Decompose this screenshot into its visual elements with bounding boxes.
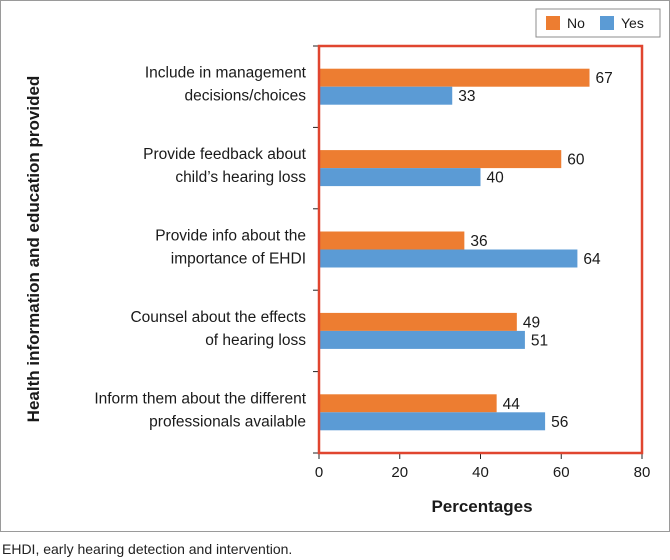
bar-yes-2	[319, 249, 578, 268]
category-label-line: child’s hearing loss	[175, 169, 306, 186]
bar-no-3	[319, 312, 517, 331]
category-label-line: professionals available	[149, 413, 306, 430]
legend: No Yes	[535, 8, 661, 38]
category-label-line: Counsel about the effects	[130, 309, 306, 326]
category-label-line: Provide info about the	[155, 228, 306, 245]
figure-caption: EHDI, early hearing detection and interv…	[2, 541, 293, 557]
legend-label-no: No	[567, 15, 585, 31]
y-axis-title: Health information and education provide…	[24, 76, 43, 423]
data-label-yes-4: 56	[551, 414, 568, 431]
category-label-4: Inform them about the different professio…	[94, 390, 306, 430]
data-label-yes-3: 51	[531, 332, 548, 349]
data-label-no-4: 44	[503, 396, 521, 413]
bar-no-0	[319, 68, 590, 87]
data-label-no-1: 60	[567, 152, 585, 169]
x-tick-label-1: 20	[391, 464, 408, 481]
legend-swatch-no	[546, 16, 560, 30]
x-axis-title: Percentages	[431, 497, 532, 516]
x-tick-label-4: 80	[634, 464, 651, 481]
category-label-line: importance of EHDI	[171, 251, 306, 268]
data-label-no-3: 49	[523, 314, 540, 331]
bar-yes-4	[319, 412, 546, 431]
category-label-line: Include in management	[145, 65, 307, 82]
category-label-2: Provide info about the importance of EHDI	[155, 228, 306, 268]
category-label-line: Provide feedback about	[143, 146, 307, 163]
category-label-line: Inform them about the different	[94, 390, 306, 407]
category-label-1: Provide feedback about child’s hearing lo…	[143, 146, 307, 186]
legend-label-yes: Yes	[621, 15, 644, 31]
x-tick-label-0: 0	[315, 464, 323, 481]
bar-chart: No Yes Health information and education …	[24, 8, 661, 516]
data-label-no-0: 67	[596, 70, 613, 87]
category-label-3: Counsel about the effects of hearing loss	[130, 309, 306, 349]
x-tick-label-2: 40	[472, 464, 489, 481]
x-tick-label-3: 60	[553, 464, 570, 481]
data-label-no-2: 36	[470, 233, 487, 250]
plot-marks: 67 33 Include in management decisions/choic…	[94, 44, 651, 481]
plot-area-border	[317, 44, 644, 455]
data-label-yes-0: 33	[458, 88, 475, 105]
bar-no-1	[319, 150, 562, 169]
data-label-yes-1: 40	[487, 170, 505, 187]
bar-yes-0	[319, 86, 453, 105]
bar-yes-1	[319, 168, 481, 187]
data-label-yes-2: 64	[583, 251, 601, 268]
category-label-0: Include in management decisions/choices	[145, 65, 307, 105]
category-label-line: of hearing loss	[205, 332, 306, 349]
bar-no-4	[319, 394, 497, 413]
bar-yes-3	[319, 330, 525, 349]
bar-no-2	[319, 231, 465, 250]
legend-swatch-yes	[600, 16, 614, 30]
category-label-line: decisions/choices	[185, 88, 307, 105]
